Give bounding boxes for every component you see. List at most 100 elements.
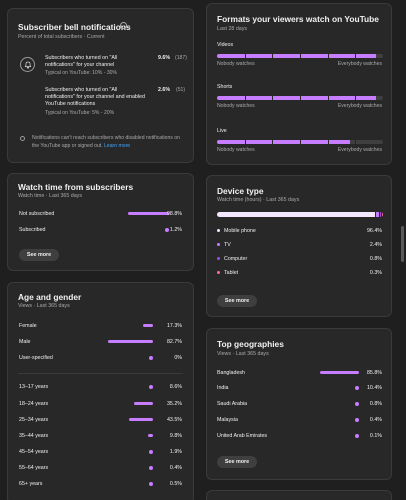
format-tick xyxy=(272,140,274,144)
format-tick xyxy=(272,54,274,58)
format-tick xyxy=(355,96,357,100)
demographic-value: 9.8% xyxy=(169,433,182,439)
bell-row2-typical: Typical on YouTube: 5% - 20% xyxy=(45,110,115,116)
geo-label: Malaysia xyxy=(217,417,238,423)
demographic-bar xyxy=(147,434,153,437)
geo-dot xyxy=(355,402,359,406)
device-value: 96.4% xyxy=(366,228,382,234)
demographic-value: 0% xyxy=(174,355,182,361)
learn-more-link[interactable]: Learn more xyxy=(104,143,131,149)
device-type-card: Device type Watch time (hours) · Last 36… xyxy=(206,175,392,317)
format-track xyxy=(217,140,383,144)
demographic-value: 35.2% xyxy=(166,401,182,407)
device-stacked-bar xyxy=(217,212,383,217)
demographic-label: 65+ years xyxy=(19,481,43,487)
watch-row-dot xyxy=(165,228,169,232)
bell-row1-count: (187) xyxy=(175,55,187,61)
geo-value: 0.1% xyxy=(369,433,382,439)
device-bar-segment xyxy=(375,212,380,217)
format-level xyxy=(217,54,377,58)
top-geographies-card: Top geographies Views · Last 365 days Ba… xyxy=(206,328,392,480)
formats-subtitle: Last 28 days xyxy=(217,26,248,32)
demographic-value: 17.3% xyxy=(166,323,182,329)
watch-time-card: Watch time from subscribers Watch time ·… xyxy=(7,173,194,271)
demographic-label: 35–44 years xyxy=(19,433,49,439)
format-tick xyxy=(327,54,329,58)
geo-dot xyxy=(355,386,359,390)
device-label: Tablet xyxy=(224,270,239,276)
demographic-dot xyxy=(149,356,153,360)
device-title: Device type xyxy=(217,186,264,196)
geo-label: Bangladesh xyxy=(217,370,245,376)
watch-row-value: 98.8% xyxy=(166,211,182,217)
bell-row1-line1: Subscribers who turned on "All xyxy=(45,55,118,61)
geo-label: India xyxy=(217,385,229,391)
format-tick xyxy=(300,54,301,58)
device-bar-segment xyxy=(381,212,383,217)
demographic-value: 0.5% xyxy=(169,481,182,487)
format-tick xyxy=(272,96,274,100)
demographic-value: 1.9% xyxy=(169,449,182,455)
demographic-label: Female xyxy=(19,323,37,329)
device-label: TV xyxy=(224,242,231,248)
geo-value: 0.4% xyxy=(369,417,382,423)
device-legend-dot xyxy=(217,257,220,260)
watch-see-more-button[interactable]: See more xyxy=(19,249,59,261)
watch-time-title: Watch time from subscribers xyxy=(18,182,134,192)
bell-row2-line2: notifications" for your channel and enab… xyxy=(45,94,145,100)
demographic-bar xyxy=(129,418,153,421)
bell-icon xyxy=(20,57,35,72)
next-card xyxy=(206,490,392,500)
device-label: Computer xyxy=(224,256,248,262)
device-see-more-button[interactable]: See more xyxy=(217,295,257,307)
demographic-bar xyxy=(107,340,153,343)
demographic-dot xyxy=(149,482,153,486)
geo-title: Top geographies xyxy=(217,339,284,349)
bell-row2-line1: Subscribers who turned on "All xyxy=(45,87,118,93)
demographic-dot xyxy=(149,450,153,454)
bell-note-line2: the YouTube app or signed out. Learn mor… xyxy=(32,143,130,149)
info-circle-icon xyxy=(20,136,25,141)
device-value: 2.4% xyxy=(369,242,382,248)
age-gender-card: Age and gender Views · Last 365 days Fem… xyxy=(7,282,194,500)
format-level xyxy=(217,96,377,100)
demographic-label: 25–34 years xyxy=(19,417,49,423)
demographic-label: Male xyxy=(19,339,31,345)
format-tick xyxy=(244,96,246,100)
watch-time-subtitle: Watch time · Last 365 days xyxy=(18,193,82,199)
watch-row-bar xyxy=(127,212,169,215)
format-label: Shorts xyxy=(217,84,233,90)
format-right-label: Everybody watches xyxy=(337,147,382,153)
geo-see-more-button[interactable]: See more xyxy=(217,456,257,468)
bell-row1-value: 9.6% xyxy=(158,55,171,61)
format-track xyxy=(217,96,383,100)
demographic-label: 55–64 years xyxy=(19,465,49,471)
bell-row1-line2: notifications" for your channel xyxy=(45,62,115,68)
device-label: Mobile phone xyxy=(224,228,256,234)
format-tick xyxy=(300,140,301,144)
device-legend-dot xyxy=(217,243,220,246)
scrollbar-thumb[interactable] xyxy=(401,226,404,262)
demographic-dot xyxy=(149,385,153,389)
demographic-bar xyxy=(133,402,153,405)
bell-row2-line3: YouTube notifications xyxy=(45,101,96,107)
format-label: Live xyxy=(217,128,227,134)
bell-row2-value: 2.6% xyxy=(158,87,171,93)
formats-card: Formats your viewers watch on YouTube La… xyxy=(206,3,392,165)
info-icon[interactable] xyxy=(120,22,127,29)
format-left-label: Nobody watches xyxy=(217,103,255,109)
age-gender-title: Age and gender xyxy=(18,292,82,302)
demographic-label: User-specified xyxy=(19,355,53,361)
device-legend-dot xyxy=(217,271,220,274)
format-tick xyxy=(355,54,357,58)
bell-note-text: the YouTube app or signed out. xyxy=(32,143,103,149)
demographic-label: 13–17 years xyxy=(19,384,49,390)
age-gender-subtitle: Views · Last 365 days xyxy=(18,303,70,309)
format-left-label: Nobody watches xyxy=(217,61,255,67)
section-divider xyxy=(18,373,183,374)
demographic-label: 45–54 years xyxy=(19,449,49,455)
watch-row-value: 1.2% xyxy=(169,227,182,233)
device-legend-dot xyxy=(217,229,220,232)
geo-value: 10.4% xyxy=(366,385,382,391)
device-value: 0.3% xyxy=(369,270,382,276)
